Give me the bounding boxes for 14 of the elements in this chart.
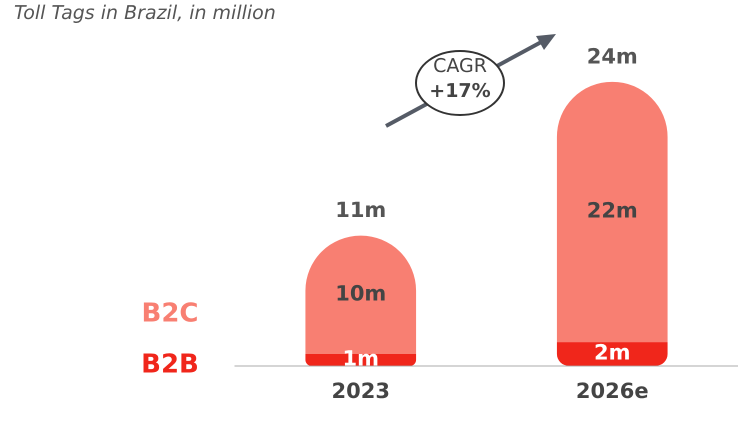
x-tick-label: 2026e xyxy=(576,378,649,403)
total-label: 11m xyxy=(335,198,386,222)
x-tick-label: 2023 xyxy=(332,378,390,403)
data-label: 1m xyxy=(342,346,379,370)
data-label: 22m xyxy=(586,198,638,222)
text: B2B xyxy=(141,350,199,380)
data-label: 10m xyxy=(335,281,386,306)
total-label: 24m xyxy=(586,44,638,68)
chart-title: Toll Tags in Brazil, in million xyxy=(14,2,276,24)
bar xyxy=(556,82,668,342)
annotation: +17% xyxy=(428,80,492,102)
text: CAGR xyxy=(432,55,488,77)
text: B2C xyxy=(142,298,198,329)
data-label: 2m xyxy=(594,340,630,364)
